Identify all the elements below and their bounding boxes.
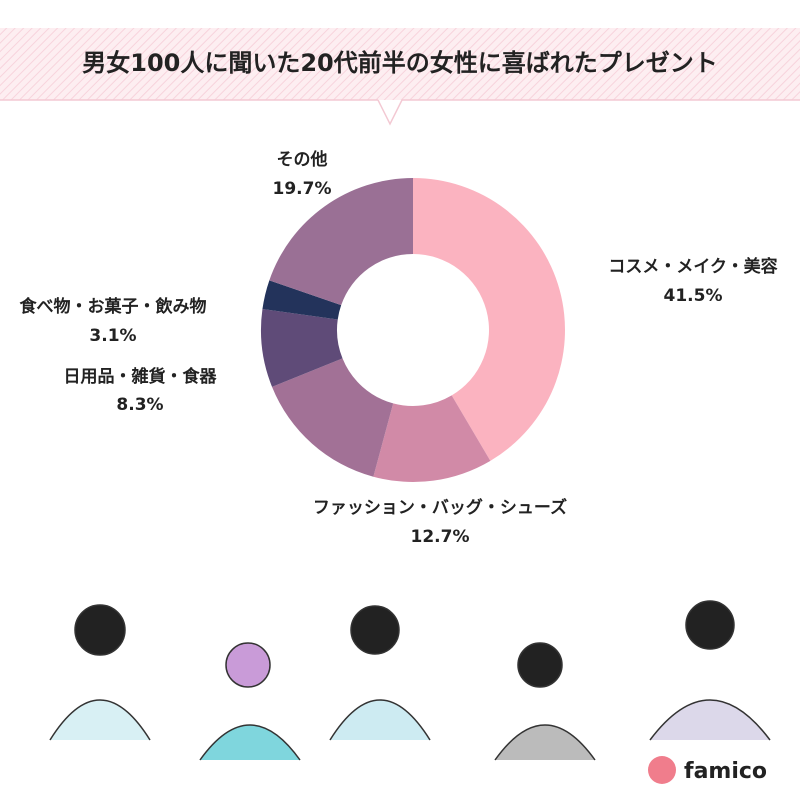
logo-icon bbox=[648, 756, 676, 784]
banner-notch bbox=[377, 99, 403, 126]
value-label: 3.1% bbox=[89, 326, 136, 346]
donut-segment bbox=[272, 358, 394, 477]
chart-title: 男女100人に聞いた20代前半の女性に喜ばれたプレゼント bbox=[82, 49, 718, 77]
category-label: コスメ・メイク・美容 bbox=[608, 256, 777, 277]
donut-segment bbox=[262, 280, 342, 320]
value-label: 8.3% bbox=[116, 395, 163, 415]
value-label: 12.7% bbox=[411, 527, 470, 547]
donut-segment bbox=[269, 178, 413, 306]
illustrations bbox=[49, 600, 771, 761]
donut-chart bbox=[261, 178, 565, 482]
category-label: ファッション・バッグ・シューズ bbox=[313, 497, 567, 518]
category-label: 食べ物・お菓子・飲み物 bbox=[20, 296, 207, 317]
category-label: その他 bbox=[277, 149, 328, 170]
donut-segment bbox=[261, 309, 343, 387]
donut-segment bbox=[373, 395, 491, 482]
logo: famico bbox=[684, 759, 767, 784]
title-banner bbox=[0, 28, 800, 100]
value-label: 19.7% bbox=[273, 179, 332, 199]
value-label: 41.5% bbox=[664, 286, 723, 306]
category-label: 日用品・雑貨・食器 bbox=[64, 366, 218, 387]
donut-segment bbox=[413, 178, 565, 461]
